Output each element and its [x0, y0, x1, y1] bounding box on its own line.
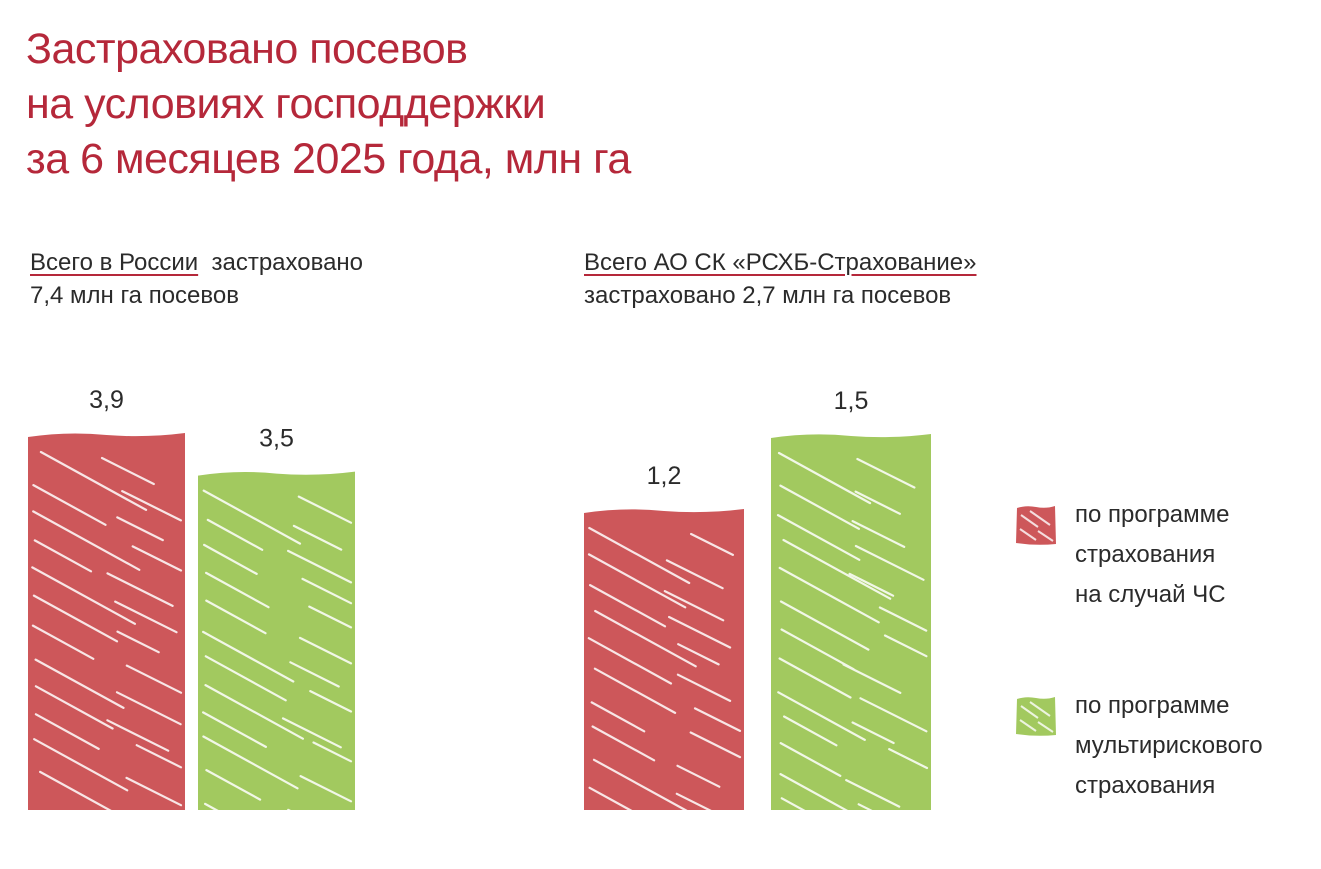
- legend-label-line: на случай ЧС: [1075, 581, 1226, 608]
- panel-heading-rshb-underlined: Всего АО СК «РСХБ-Страхование»: [584, 249, 977, 276]
- bar-1-0: [584, 509, 744, 834]
- bar-fill: [771, 434, 931, 810]
- chart-title-line-2: на условиях господдержки: [26, 80, 546, 128]
- panel-subheading-russia: 7,4 млн га посевов: [30, 282, 239, 309]
- bar-fill: [28, 433, 185, 810]
- panel-heading-rshb: Всего АО СК «РСХБ-Страхование» застрахов…: [584, 246, 977, 312]
- legend-swatch-green: [1016, 697, 1056, 736]
- bar-texture: [587, 526, 742, 834]
- bar-fill: [198, 471, 355, 810]
- bar-chart: 3,9 3,5 1,2 1,5: [28, 386, 931, 858]
- legend-label-line: страхования: [1075, 541, 1216, 568]
- legend-label-line: по программе: [1075, 692, 1230, 719]
- bar-value-label: 1,2: [647, 462, 682, 490]
- bar-texture: [31, 450, 183, 824]
- bar-0-0: [28, 433, 185, 824]
- panel-heading-russia-rest: застраховано: [211, 249, 364, 276]
- chart-title: Застраховано посевов на условиях господд…: [26, 22, 631, 187]
- legend-label-line: мультирискового: [1075, 732, 1263, 759]
- bar-0-1: [198, 471, 355, 858]
- legend-swatch-red: [1016, 506, 1056, 545]
- bar-value-label: 3,9: [89, 386, 124, 414]
- bar-value-label: 1,5: [834, 387, 869, 415]
- bar-texture: [776, 451, 929, 840]
- legend-label-line: по программе: [1075, 501, 1230, 528]
- legend-label-emergency: по программе страхования на случай ЧС: [1075, 495, 1321, 615]
- swatch-texture: [1019, 510, 1054, 542]
- chart-title-line-3: за 6 месяцев 2025 года, млн га: [26, 135, 631, 183]
- bar-1-1: [771, 434, 931, 840]
- legend-label-line: страхования: [1075, 772, 1216, 799]
- panel-heading-russia: Всего в России застраховано 7,4 млн га п…: [30, 246, 363, 312]
- bar-fill: [584, 509, 744, 810]
- panel-subheading-rshb: застраховано 2,7 млн га посевов: [584, 282, 952, 309]
- bar-value-label: 3,5: [259, 425, 294, 453]
- chart-title-line-1: Застраховано посевов: [26, 25, 468, 73]
- legend-label-multirisk: по программе мультирискового страхования: [1075, 686, 1321, 806]
- swatch-texture: [1019, 701, 1054, 733]
- panel-heading-russia-underlined: Всего в России: [30, 249, 199, 276]
- bar-texture: [202, 489, 353, 858]
